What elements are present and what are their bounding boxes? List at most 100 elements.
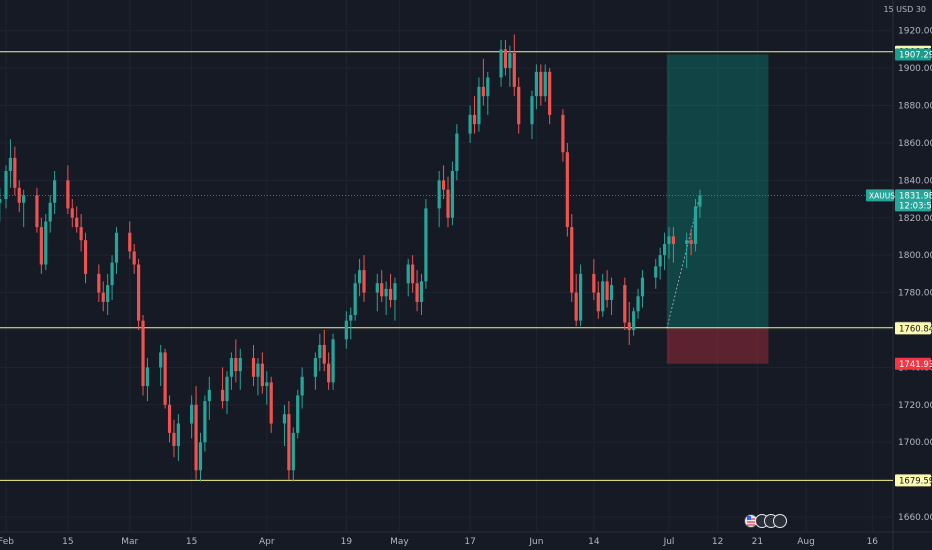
candle-body (225, 376, 229, 402)
candle-body (579, 273, 583, 321)
candle (296, 389, 300, 439)
position-target-zone[interactable] (666, 54, 769, 329)
candle (512, 34, 516, 97)
candle-body (446, 189, 450, 218)
candle-body (265, 382, 269, 387)
candle-body (48, 202, 52, 222)
candle-body (539, 71, 543, 97)
candle-body (53, 180, 57, 203)
candle-body (318, 344, 322, 359)
candle-body (441, 180, 446, 190)
candle-body (667, 236, 671, 244)
time-tick-label: 14 (588, 537, 600, 547)
candle-body (689, 240, 693, 244)
candle (592, 258, 596, 301)
candle-body (296, 395, 300, 433)
time-tick-label: 15 (186, 537, 197, 547)
candle-body (198, 442, 203, 471)
price-axis[interactable]: 1920.000 1900.000 1880.000 1860.000 1840.000… (898, 27, 932, 523)
candle (446, 176, 450, 228)
candle-body (499, 49, 503, 78)
candle (4, 165, 8, 209)
symbol-tag-text: XAUUSD (869, 191, 901, 200)
candle-body (97, 273, 101, 293)
candle-body (163, 352, 167, 405)
price-tag-bg (895, 48, 931, 61)
price-tag-text: 1760.846 (899, 324, 932, 334)
candle (251, 344, 256, 387)
candle (698, 189, 702, 218)
candle (627, 301, 631, 345)
candle-body (322, 344, 326, 364)
candle (530, 90, 534, 140)
time-tick-label: Feb (0, 537, 14, 547)
economic-events-icon[interactable] (744, 514, 787, 528)
candle-body (693, 206, 698, 244)
candle-body (698, 195, 702, 207)
candle (406, 258, 410, 297)
candle (671, 227, 676, 263)
candle-body (623, 285, 627, 323)
candle (539, 64, 543, 106)
candle-body (486, 77, 490, 97)
candle-body (101, 292, 105, 302)
candle-body (685, 240, 689, 244)
candle (601, 273, 605, 317)
candle (349, 307, 353, 340)
candle (110, 255, 114, 301)
time-tick-label: 16 (867, 537, 879, 547)
candle (234, 339, 238, 383)
time-axis[interactable]: Feb 15 Mar 15 Apr 19 May 17 Jun 14 Jul 12 21 Aug 16 (0, 537, 878, 547)
candle (313, 352, 317, 390)
price-tag-bg (895, 322, 931, 335)
candle (48, 195, 52, 233)
candle (632, 307, 636, 336)
candle (380, 270, 384, 302)
candle (640, 270, 645, 308)
time-tick-label: 15 (62, 537, 73, 547)
candle-body (375, 283, 379, 293)
candle-body (83, 240, 88, 274)
candle (291, 427, 295, 482)
candle-body (437, 180, 441, 209)
candle (415, 270, 419, 312)
candle-body (44, 221, 48, 265)
price-tag-bg (895, 474, 931, 487)
candle-body (260, 363, 264, 387)
candle-body (393, 283, 397, 301)
candle (605, 270, 609, 308)
candle-body (636, 296, 640, 312)
long-position-tool[interactable] (666, 54, 769, 364)
candle-body (145, 367, 150, 387)
candle-body (194, 404, 198, 471)
candle-body (229, 358, 234, 377)
candle-body (128, 232, 132, 252)
candle (596, 281, 600, 319)
candle-body (565, 152, 569, 228)
candle (344, 311, 348, 349)
currency-label[interactable]: 15 USD 30 (883, 5, 926, 14)
current-price-bg (895, 189, 931, 212)
candle (229, 352, 234, 390)
candle (654, 258, 658, 289)
candle (411, 255, 415, 293)
candle-body (570, 227, 574, 293)
candle-body (106, 285, 110, 302)
horizontal-levels[interactable] (0, 51, 893, 481)
candle-body (141, 320, 145, 387)
candle-body (269, 382, 273, 424)
candle-body (13, 157, 17, 188)
candle (132, 243, 136, 274)
candle (97, 264, 101, 302)
candle (623, 277, 627, 330)
price-tick-label: 1720.000 (898, 401, 932, 411)
candle (375, 273, 379, 312)
candle (190, 395, 194, 439)
candle (658, 247, 662, 280)
candle (17, 180, 21, 213)
candle (353, 273, 357, 321)
current-price-text: 1831.981 (899, 191, 932, 201)
position-stop-zone[interactable] (666, 328, 769, 364)
candle-body (114, 232, 119, 263)
